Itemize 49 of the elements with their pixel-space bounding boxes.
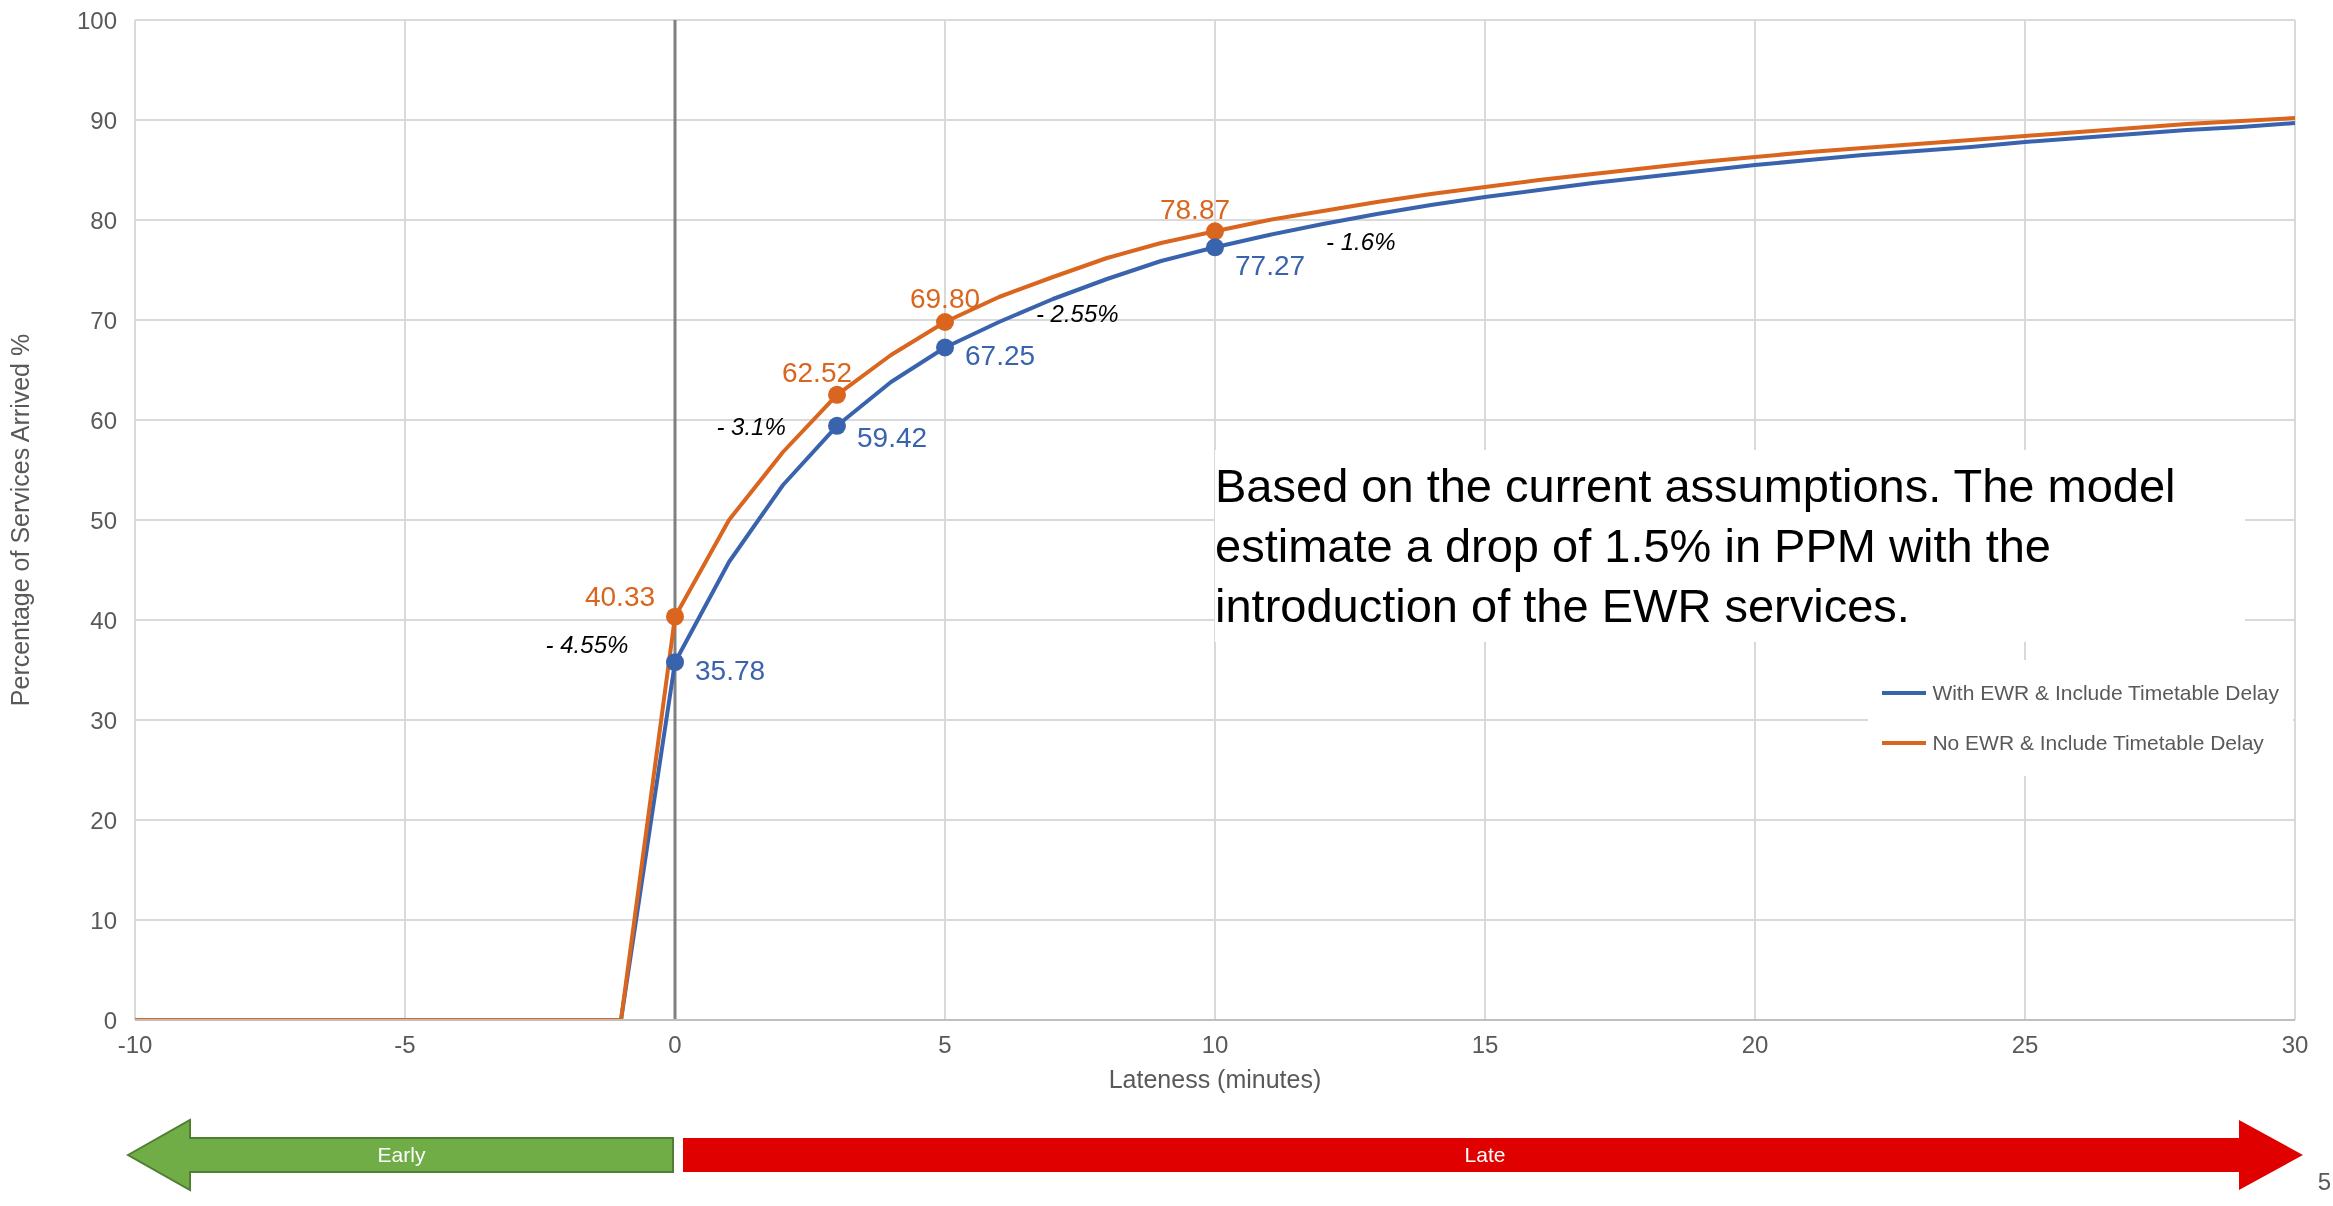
x-tick-label: 0 xyxy=(668,1031,682,1059)
y-tick-label: 60 xyxy=(90,406,117,434)
data-label: 35.78 xyxy=(695,654,766,686)
text: 5 xyxy=(2317,1168,2331,1196)
text: Early xyxy=(377,1143,426,1167)
annotation: - 2.55% xyxy=(1035,300,1119,328)
y-tick-label: 20 xyxy=(90,806,117,834)
data-label: 78.87 xyxy=(1159,193,1231,225)
x-tick-label: -5 xyxy=(394,1031,416,1059)
x-tick-label: 5 xyxy=(938,1031,952,1059)
x-tick-label: 30 xyxy=(2281,1031,2309,1059)
point xyxy=(1206,222,1224,241)
annotation: - 3.1% xyxy=(716,413,786,441)
y-tick-label: 10 xyxy=(90,906,117,934)
x-axis-title: Lateness (minutes) xyxy=(1108,1065,1322,1093)
y-tick-label: 0 xyxy=(103,1006,117,1034)
point xyxy=(666,653,684,672)
data-label: 59.42 xyxy=(857,422,928,454)
y-tick-label: 40 xyxy=(90,606,117,634)
x-tick-label: 10 xyxy=(1201,1031,1229,1059)
annotation: Based on the current assumptions. The model estimate a drop of 1.5% in PPM with the introduction of the EWR services. xyxy=(1215,450,2245,642)
y-tick-label: 70 xyxy=(90,306,117,334)
y-axis-title: Percentage of Services Arrived % xyxy=(5,333,34,707)
text: Late xyxy=(1464,1143,1506,1167)
legend-label: No EWR & Include Timetable Delay xyxy=(1931,730,2265,756)
data-label: 67.25 xyxy=(965,340,1036,371)
annotation: - 4.55% xyxy=(545,631,629,659)
y-tick-label: 100 xyxy=(76,6,117,34)
x-tick-label: -10 xyxy=(117,1031,153,1059)
data-label: 62.52 xyxy=(781,357,853,389)
point xyxy=(936,313,954,331)
x-tick-label: 20 xyxy=(1741,1031,1769,1059)
data-label: 40.33 xyxy=(584,581,656,613)
y-tick-label: 90 xyxy=(90,106,117,134)
line-series xyxy=(135,116,2295,1020)
point xyxy=(666,607,684,626)
y-tick-label: 80 xyxy=(90,206,117,234)
data-label: 69.80 xyxy=(909,282,981,314)
y-tick-label: 50 xyxy=(90,506,117,534)
point xyxy=(828,385,846,404)
point xyxy=(1206,238,1224,257)
point xyxy=(828,416,846,435)
legend-label: With EWR & Include Timetable Delay xyxy=(1931,680,2279,706)
point xyxy=(936,338,954,357)
annotation: - 1.6% xyxy=(1326,228,1396,256)
x-tick-label: 25 xyxy=(2011,1031,2039,1059)
x-tick-label: 15 xyxy=(1471,1031,1499,1059)
y-tick-label: 30 xyxy=(90,706,117,734)
data-label: 77.27 xyxy=(1235,249,1306,281)
